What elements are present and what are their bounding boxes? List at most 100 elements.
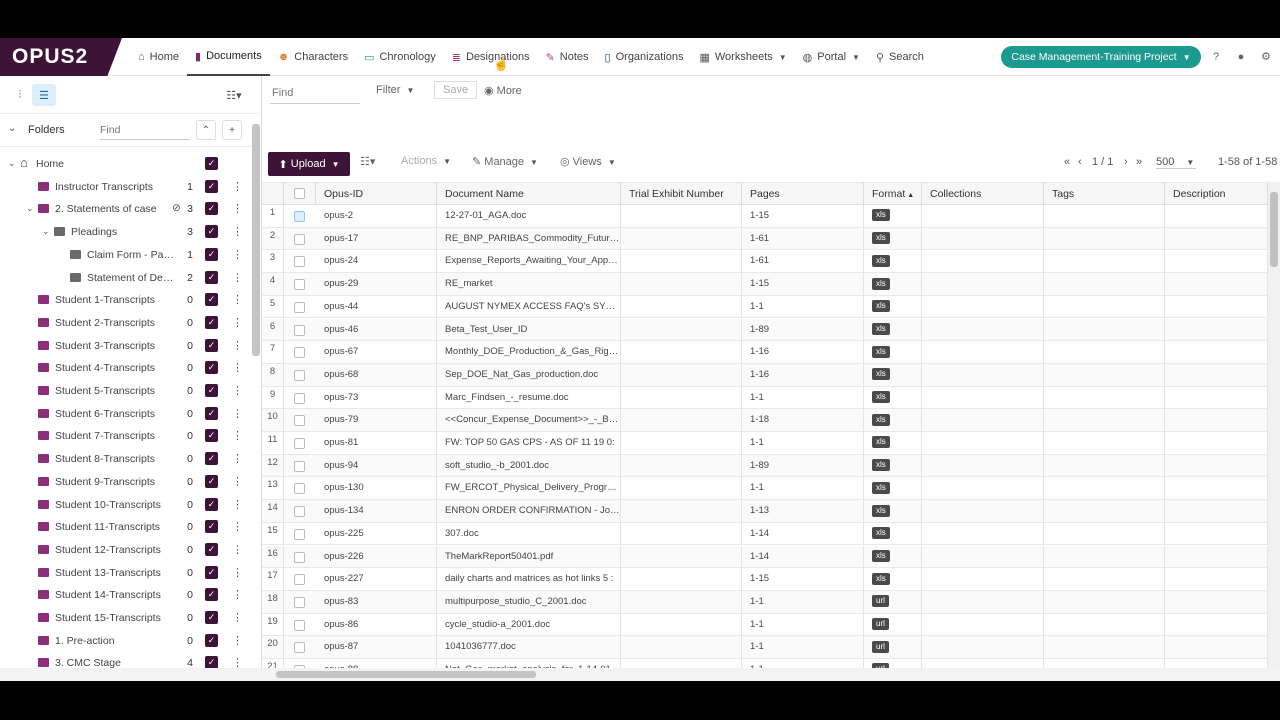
table-row[interactable]: 7 opus-67 Monthly_DOE_Production_&_Gas_Rig… xyxy=(262,341,1268,364)
more-options-icon[interactable]: ⋮ xyxy=(232,248,243,261)
folder-row[interactable]: Statement of Defen... 2 ✓ ⋮ xyxy=(0,267,250,289)
column-header-opus-id[interactable]: Opus-ID xyxy=(316,183,437,205)
nav-chronology[interactable]: ▭ Chronology xyxy=(356,38,444,76)
chevron-down-icon[interactable]: ⌄ xyxy=(26,203,34,214)
table-row[interactable]: 16 opus-226 TheMarkReport50401.pdf 1-14 xls xyxy=(262,545,1268,569)
row-checkbox[interactable] xyxy=(294,642,305,654)
row-checkbox[interactable] xyxy=(294,392,305,404)
nav-designations[interactable]: ≣ Designations xyxy=(444,38,538,76)
upload-button[interactable]: ⬆ Upload ▼ xyxy=(268,152,350,176)
folder-checkbox[interactable]: ✓ xyxy=(205,474,218,488)
last-page-icon[interactable]: » xyxy=(1136,156,1143,168)
table-row[interactable]: 11 opus-81 FW: TOP 50 GAS CPS - AS OF 11 1… xyxy=(262,432,1268,455)
row-checkbox[interactable] xyxy=(294,256,305,268)
prev-page-icon[interactable]: ‹ xyxy=(1078,156,1082,168)
table-row[interactable]: 12 opus-94 soft_studio_-b_2001.doc 1-89 xls xyxy=(262,454,1268,478)
actions-dropdown[interactable]: Actions ▼ xyxy=(401,155,451,167)
folder-checkbox[interactable]: ✓ xyxy=(205,497,218,511)
more-options-icon[interactable]: ⋮ xyxy=(232,407,243,420)
folder-row[interactable]: 1. Pre-action 0 ✓ ⋮ xyxy=(0,630,250,652)
folder-row[interactable]: Student 3-Transcripts 0 ✓ ⋮ xyxy=(0,335,250,357)
more-options-icon[interactable]: ⋮ xyxy=(232,180,243,193)
more-options-icon[interactable]: ⋮ xyxy=(232,294,243,307)
column-header-collections[interactable]: Collections xyxy=(922,183,1044,205)
folder-row[interactable]: Student 12-Transcripts 0 ✓ ⋮ xyxy=(0,539,250,561)
list-view-icon[interactable]: ☰ xyxy=(32,84,56,106)
help-icon[interactable]: ? xyxy=(1212,51,1220,63)
folder-checkbox[interactable]: ✓ xyxy=(205,247,218,261)
row-checkbox[interactable] xyxy=(294,279,305,291)
more-options-icon[interactable]: ⋮ xyxy=(232,316,243,329)
row-checkbox[interactable] xyxy=(294,347,305,359)
table-row[interactable]: 20 opus-87 1041036777.doc 1-1 url xyxy=(262,636,1268,659)
folder-row[interactable]: Student 14-Transcripts 0 ✓ ⋮ xyxy=(0,584,250,606)
folder-checkbox[interactable]: ✓ xyxy=(205,315,218,329)
folder-checkbox[interactable]: ✓ xyxy=(205,270,218,284)
row-checkbox[interactable] xyxy=(294,551,305,563)
scroll-thumb[interactable] xyxy=(1270,192,1278,267)
folder-row[interactable]: Student 15-Transcripts 0 ✓ ⋮ xyxy=(0,607,250,629)
column-chooser-icon[interactable]: ☷▾ xyxy=(360,156,376,168)
more-options-icon[interactable]: ⋮ xyxy=(232,453,243,466)
folder-row[interactable]: ⌄ ⌂ Home ✓ xyxy=(0,153,250,175)
folder-row[interactable]: Student 13-Transcripts 0 ✓ ⋮ xyxy=(0,562,250,584)
more-options-icon[interactable]: ⋮ xyxy=(232,634,243,647)
nav-notes[interactable]: ✎ Notes xyxy=(538,38,597,76)
folder-checkbox[interactable]: ✓ xyxy=(205,633,218,647)
save-button[interactable]: Save xyxy=(434,81,478,99)
more-options-icon[interactable]: ⋮ xyxy=(232,226,243,239)
row-checkbox[interactable] xyxy=(294,574,305,586)
chevron-down-icon[interactable]: ⌄ xyxy=(8,158,16,168)
folder-checkbox[interactable]: ✓ xyxy=(205,611,218,624)
filter-dropdown[interactable]: Filter ▼ xyxy=(376,84,415,96)
add-folder-button[interactable]: + xyxy=(222,120,242,140)
folder-checkbox[interactable]: ✓ xyxy=(205,384,218,397)
project-selector[interactable]: Case Management-Training Project ▼ xyxy=(1001,46,1201,68)
folder-row[interactable]: Instructor Transcripts 1 ✓ ⋮ xyxy=(0,176,250,198)
nav-portal[interactable]: ◍ Portal ▼ xyxy=(795,38,868,76)
table-row[interactable]: 13 opus-130 FW_ERCOT_Physical_Delivery_Pro… xyxy=(262,477,1268,501)
table-row[interactable]: 2 opus-17 RE_BNP_PARIBAS_Commodity_Futures… xyxy=(262,227,1268,251)
column-header-document-name[interactable]: Document Name xyxy=(437,183,621,205)
views-dropdown[interactable]: ◎ Views ▼ xyxy=(560,156,616,168)
collapse-all-icon[interactable]: ⌃ xyxy=(196,120,216,140)
folder-checkbox[interactable]: ✓ xyxy=(205,338,218,352)
folder-row[interactable]: Claim Form - Particu... 1 ✓ ⋮ xyxy=(0,244,250,266)
row-checkbox[interactable] xyxy=(294,301,305,313)
chevron-down-icon[interactable]: ⌄ xyxy=(42,226,50,237)
row-checkbox[interactable] xyxy=(294,438,305,449)
folder-checkbox[interactable]: ✓ xyxy=(205,656,218,670)
table-row[interactable]: 5 opus-44 AUGUST NYMEX ACCESS FAQ's SYS US… xyxy=(262,295,1268,319)
row-checkbox[interactable] xyxy=(294,460,305,472)
folder-row[interactable]: Student 9-Transcripts 0 ✓ ⋮ xyxy=(0,471,250,493)
more-options-icon[interactable]: ⋮ xyxy=(232,271,243,284)
folder-row[interactable]: Student 6-Transcripts 0 ✓ ⋮ xyxy=(0,403,250,425)
folder-row[interactable]: Student 2-Transcripts 0 ✓ ⋮ xyxy=(0,312,250,334)
folder-checkbox[interactable]: ✓ xyxy=(205,429,218,443)
table-row[interactable]: 1 opus-2 12-27-01_AGA.doc 1-15 xls xyxy=(262,205,1268,228)
table-row[interactable]: 15 opus-225 307.doc 1-14 xls xyxy=(262,522,1268,546)
column-header-format[interactable]: Format ▲ xyxy=(864,183,922,205)
column-header-tags[interactable]: Tags xyxy=(1044,183,1165,205)
chevron-down-icon[interactable]: ⌄ xyxy=(8,123,17,134)
folder-checkbox[interactable]: ✓ xyxy=(205,157,218,170)
table-row[interactable]: 18 opus-83 multipurpose_studio_C_2001.doc 1… xyxy=(262,590,1268,614)
row-checkbox[interactable] xyxy=(294,211,305,222)
folder-row[interactable]: Student 1-Transcripts 0 ✓ ⋮ xyxy=(0,289,250,311)
next-page-icon[interactable]: › xyxy=(1124,156,1128,168)
more-options-icon[interactable]: ⋮ xyxy=(232,566,243,579)
folder-checkbox[interactable]: ✓ xyxy=(205,225,218,239)
row-checkbox[interactable] xyxy=(294,506,305,518)
more-options-icon[interactable]: ⋮ xyxy=(232,475,243,488)
gear-icon[interactable]: ⚙ xyxy=(1261,51,1271,63)
grid-vertical-scrollbar[interactable] xyxy=(1268,182,1280,681)
horizontal-scrollbar[interactable] xyxy=(0,668,1280,681)
more-options-icon[interactable]: ⋮ xyxy=(232,385,243,397)
row-checkbox[interactable] xyxy=(294,415,305,427)
layout-toggle-icon[interactable]: ☷▾ xyxy=(226,89,242,102)
more-options-icon[interactable]: ⋮ xyxy=(232,203,243,216)
folder-row[interactable]: ⌄ Pleadings 3 ✓ ⋮ xyxy=(0,221,250,243)
folder-checkbox[interactable]: ✓ xyxy=(205,202,218,216)
folder-row[interactable]: Student 11-Transcripts 0 ✓ ⋮ xyxy=(0,516,250,538)
sidebar-scrollbar[interactable] xyxy=(252,124,260,356)
